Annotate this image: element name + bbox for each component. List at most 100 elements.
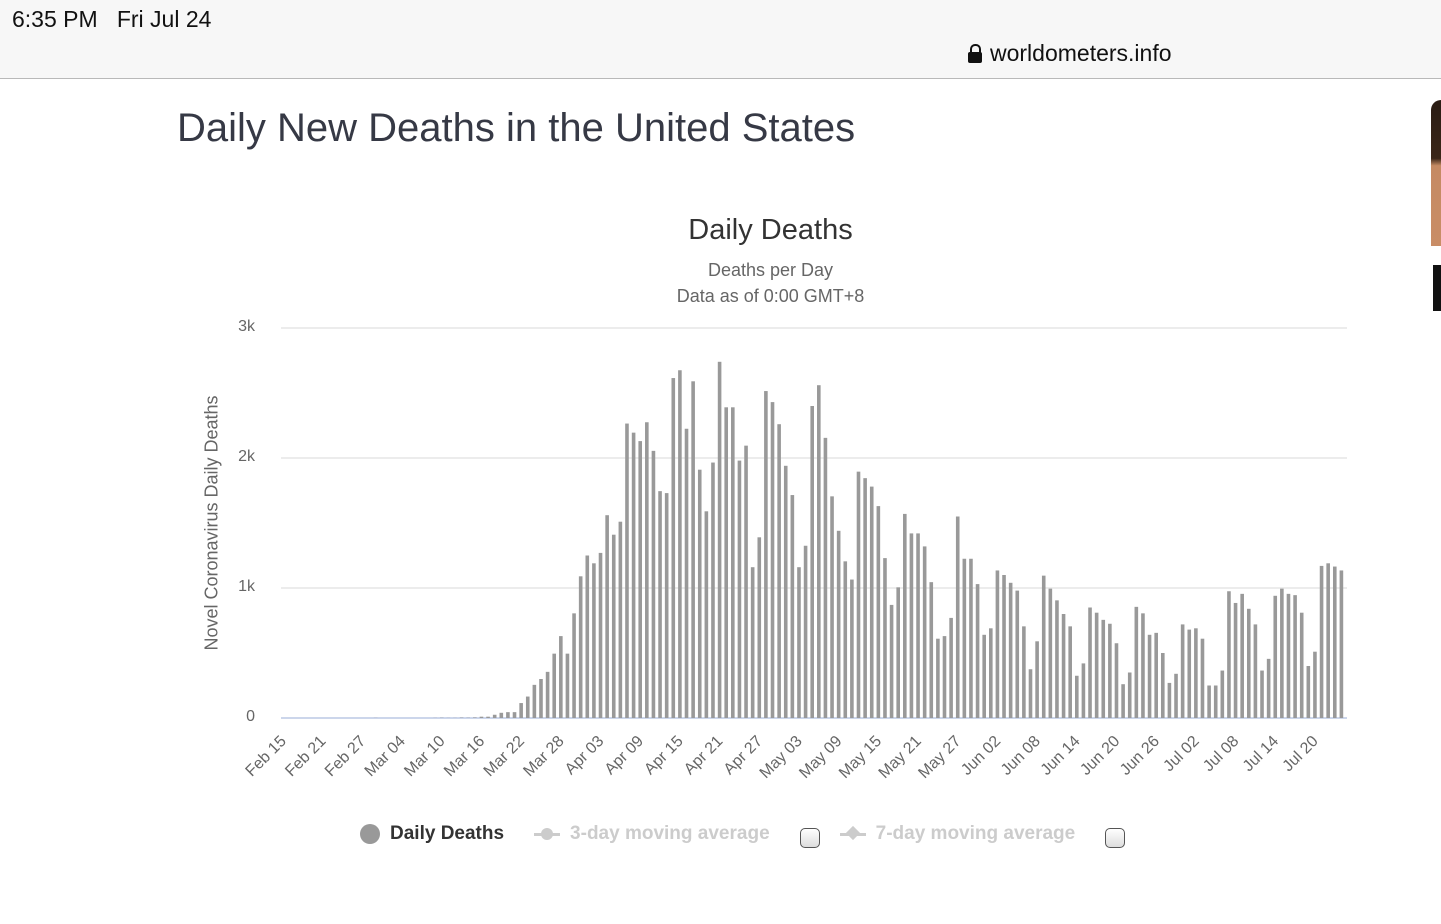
bar[interactable] bbox=[1008, 582, 1013, 718]
bar[interactable] bbox=[1174, 673, 1178, 718]
bar[interactable] bbox=[803, 545, 808, 718]
bar[interactable] bbox=[1041, 575, 1046, 718]
checkbox-3day-average[interactable] bbox=[799, 828, 820, 848]
bar[interactable] bbox=[1220, 670, 1225, 718]
legend-7day-average[interactable]: 7-day moving average bbox=[839, 823, 1075, 845]
bar[interactable] bbox=[1081, 663, 1086, 718]
bar[interactable] bbox=[955, 516, 960, 719]
bar[interactable] bbox=[479, 716, 484, 718]
bar[interactable] bbox=[638, 441, 643, 718]
bar[interactable] bbox=[836, 530, 841, 718]
bar[interactable] bbox=[1028, 669, 1033, 718]
checkbox-7day-average[interactable] bbox=[1105, 828, 1126, 848]
bar[interactable] bbox=[525, 696, 530, 718]
bar[interactable] bbox=[969, 558, 973, 718]
bar[interactable] bbox=[651, 450, 656, 718]
bar[interactable] bbox=[631, 432, 636, 718]
bar[interactable] bbox=[1266, 658, 1271, 718]
bar[interactable] bbox=[757, 537, 762, 718]
bar[interactable] bbox=[697, 469, 702, 718]
bar[interactable] bbox=[1299, 612, 1304, 718]
bar[interactable] bbox=[1207, 685, 1211, 719]
bar[interactable] bbox=[711, 462, 715, 718]
bar[interactable] bbox=[856, 471, 861, 718]
bar[interactable] bbox=[995, 570, 1000, 718]
bar[interactable] bbox=[744, 445, 748, 718]
bar[interactable] bbox=[1127, 672, 1132, 719]
bar[interactable] bbox=[1160, 653, 1165, 718]
side-handle[interactable] bbox=[1433, 265, 1441, 311]
bar[interactable] bbox=[618, 521, 623, 718]
bar[interactable] bbox=[830, 496, 834, 718]
bar[interactable] bbox=[492, 714, 497, 718]
bar[interactable] bbox=[1180, 624, 1185, 718]
bar[interactable] bbox=[1286, 593, 1291, 718]
bar[interactable] bbox=[1141, 613, 1145, 718]
bar[interactable] bbox=[1167, 682, 1172, 718]
bar[interactable] bbox=[717, 361, 722, 718]
bar[interactable] bbox=[1055, 600, 1059, 718]
bar[interactable] bbox=[863, 478, 867, 718]
bar[interactable] bbox=[731, 407, 735, 718]
bar[interactable] bbox=[764, 391, 768, 718]
bar[interactable] bbox=[1319, 565, 1324, 718]
bar[interactable] bbox=[658, 491, 662, 718]
bar[interactable] bbox=[1240, 593, 1244, 718]
bar[interactable] bbox=[929, 582, 934, 718]
bar[interactable] bbox=[975, 584, 980, 718]
bar[interactable] bbox=[876, 506, 881, 718]
bar[interactable] bbox=[1213, 685, 1218, 719]
bar[interactable] bbox=[486, 716, 490, 718]
bar[interactable] bbox=[750, 567, 755, 718]
bar[interactable] bbox=[916, 533, 920, 718]
bar[interactable] bbox=[1246, 608, 1251, 718]
bar[interactable] bbox=[1332, 566, 1337, 718]
bar[interactable] bbox=[823, 437, 828, 718]
bar[interactable] bbox=[1227, 591, 1231, 718]
bar[interactable] bbox=[1293, 595, 1297, 718]
bar[interactable] bbox=[1088, 607, 1092, 719]
bar[interactable] bbox=[545, 671, 550, 718]
bar[interactable] bbox=[1253, 624, 1258, 718]
bar[interactable] bbox=[1313, 651, 1317, 718]
legend-daily-deaths[interactable]: Daily Deaths bbox=[360, 823, 504, 845]
bar[interactable] bbox=[883, 558, 887, 718]
bar[interactable] bbox=[790, 495, 795, 718]
bar[interactable] bbox=[783, 465, 788, 718]
bar[interactable] bbox=[936, 638, 940, 718]
bar[interactable] bbox=[539, 679, 543, 718]
bar[interactable] bbox=[737, 460, 742, 718]
bar[interactable] bbox=[817, 385, 821, 718]
bar[interactable] bbox=[1114, 643, 1119, 718]
bar[interactable] bbox=[909, 533, 914, 718]
bar[interactable] bbox=[678, 370, 682, 718]
bar[interactable] bbox=[1187, 629, 1192, 718]
bar[interactable] bbox=[605, 515, 609, 718]
bar[interactable] bbox=[1101, 619, 1106, 718]
bar[interactable] bbox=[512, 712, 517, 718]
bar[interactable] bbox=[1108, 623, 1112, 718]
bar[interactable] bbox=[671, 378, 676, 718]
bar[interactable] bbox=[770, 402, 775, 718]
bar[interactable] bbox=[1121, 684, 1125, 718]
bar[interactable] bbox=[1260, 670, 1264, 718]
bar[interactable] bbox=[1068, 626, 1072, 718]
bar[interactable] bbox=[962, 558, 967, 718]
bar[interactable] bbox=[896, 587, 900, 718]
bar[interactable] bbox=[1233, 602, 1238, 718]
bar[interactable] bbox=[1022, 626, 1026, 718]
bar[interactable] bbox=[565, 653, 570, 718]
bar[interactable] bbox=[1273, 595, 1278, 718]
bar[interactable] bbox=[1194, 628, 1198, 718]
bar[interactable] bbox=[664, 493, 669, 718]
bar[interactable] bbox=[777, 424, 781, 718]
bar[interactable] bbox=[1035, 641, 1039, 718]
bar[interactable] bbox=[922, 546, 927, 718]
bar[interactable] bbox=[519, 703, 523, 718]
bar[interactable] bbox=[982, 634, 986, 718]
bar[interactable] bbox=[684, 428, 689, 718]
bar[interactable] bbox=[1280, 588, 1284, 718]
bar[interactable] bbox=[473, 717, 477, 718]
bar[interactable] bbox=[797, 567, 801, 718]
bar[interactable] bbox=[1002, 575, 1006, 718]
